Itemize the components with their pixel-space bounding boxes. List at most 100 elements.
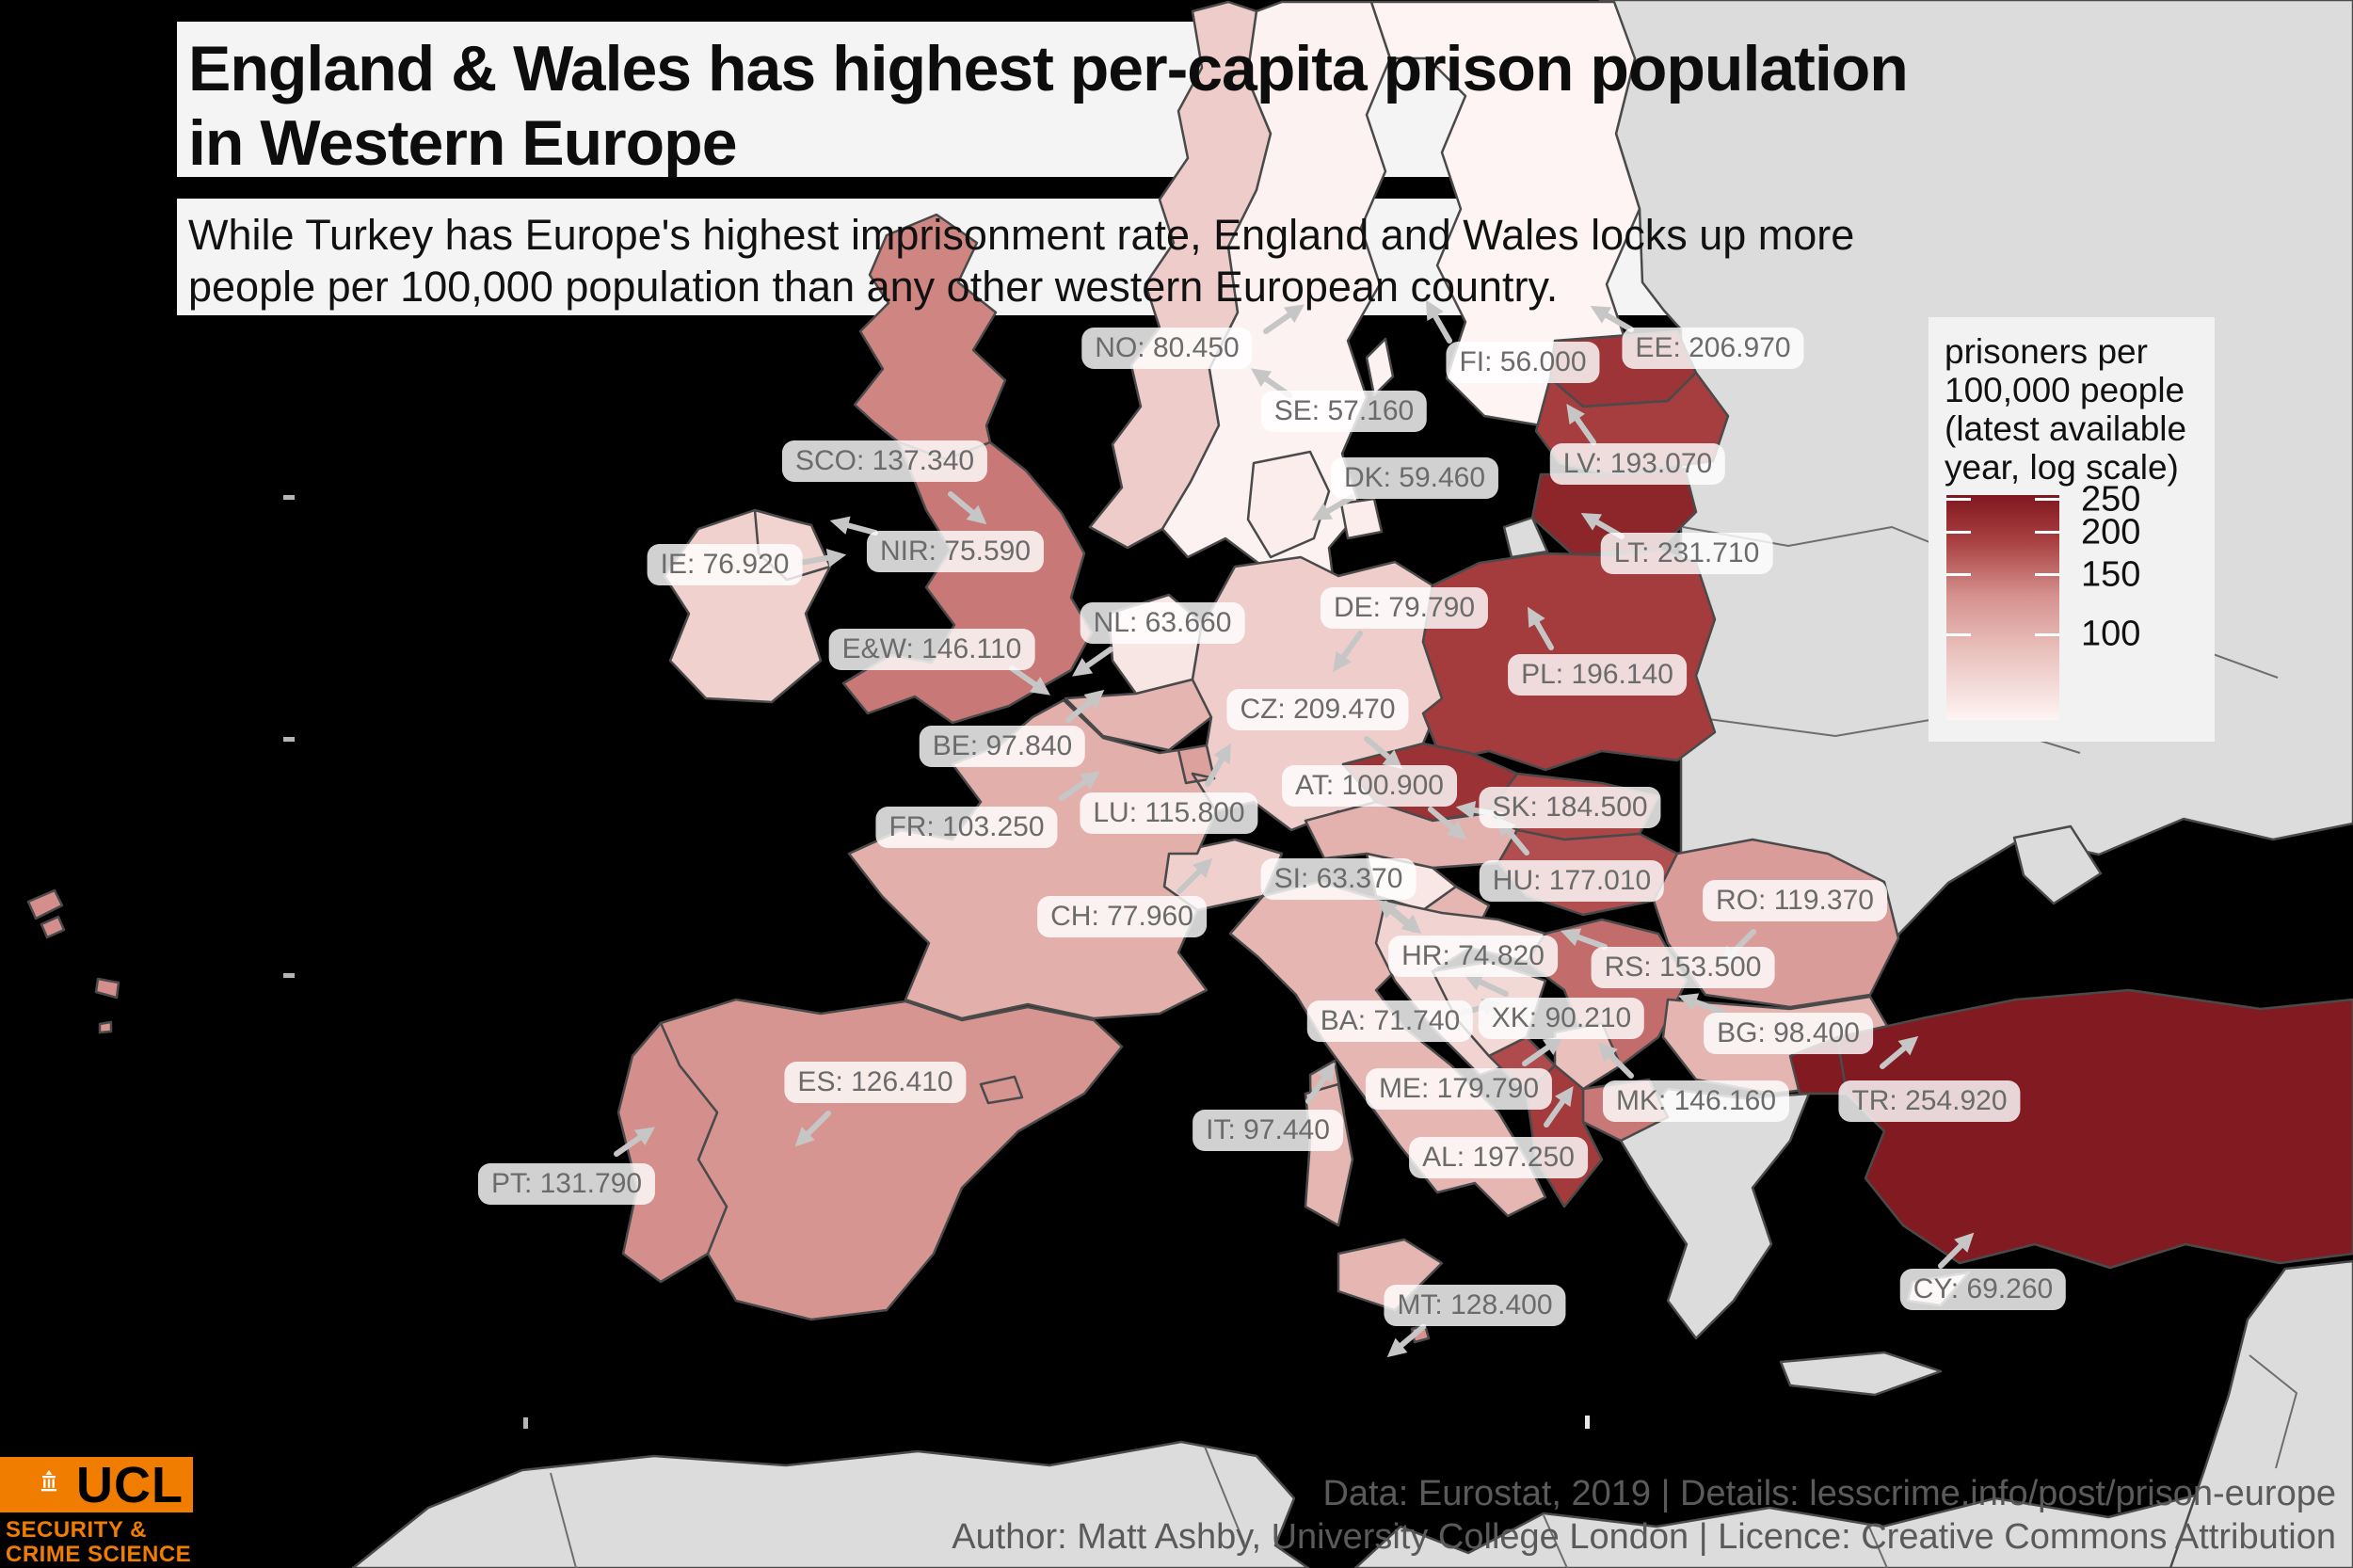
legend-title-line: prisoners per <box>1945 332 2148 371</box>
legend-tick-mark <box>2035 632 2059 636</box>
country-italy-sardinia <box>1304 1082 1354 1227</box>
legend-title-line: (latest available <box>1945 409 2187 448</box>
country-label-ES: ES: 126.410 <box>784 1062 967 1103</box>
country-label-LU: LU: 115.800 <box>1080 792 1258 834</box>
legend-tick-mark <box>1946 573 1971 577</box>
country-label-SE: SE: 57.160 <box>1260 391 1428 432</box>
country-label-PT: PT: 131.790 <box>477 1163 656 1205</box>
country-label-CH: CH: 77.960 <box>1037 896 1207 937</box>
country-label-FI: FI: 56.000 <box>1446 342 1600 383</box>
ucl-wordmark: UCL <box>76 1456 184 1513</box>
country-nodata-crete <box>1779 1351 1943 1397</box>
country-label-BG: BG: 98.400 <box>1704 1013 1873 1054</box>
country-label-HU: HU: 177.010 <box>1479 860 1665 902</box>
country-label-CZ: CZ: 209.470 <box>1226 689 1409 730</box>
country-label-ME: ME: 179.790 <box>1365 1068 1553 1110</box>
country-label-RS: RS: 153.500 <box>1591 947 1775 988</box>
legend-tick-mark <box>2035 531 2059 535</box>
graticule-tick <box>283 737 295 742</box>
legend-tick-label-250: 250 <box>2081 479 2141 520</box>
country-label-BE: BE: 97.840 <box>919 726 1086 767</box>
country-nodata-kaliningrad <box>1502 516 1549 559</box>
legend-title: prisoners per 100,000 people (latest ava… <box>1945 332 2186 487</box>
footer-line-2: Author: Matt Ashby, University College L… <box>952 1517 2336 1557</box>
border-nodata-8 <box>2249 1354 2297 1469</box>
country-label-HR: HR: 74.820 <box>1388 936 1558 977</box>
country-label-SI: SI: 63.370 <box>1260 858 1417 900</box>
country-label-IT: IT: 97.440 <box>1193 1110 1343 1151</box>
country-spain-balearics <box>979 1075 1024 1105</box>
country-label-AL: AL: 197.250 <box>1409 1137 1588 1178</box>
border-nodata-6 <box>1543 1514 1568 1568</box>
country-label-E&W: E&W: 146.110 <box>828 629 1035 670</box>
graticule-tick <box>1585 1416 1590 1429</box>
legend-tick-mark <box>2035 498 2059 502</box>
country-label-AT: AT: 100.900 <box>1282 765 1457 807</box>
ucl-logo: UCL SECURITY & CRIME SCIENCE <box>0 1449 245 1568</box>
country-label-PL: PL: 196.140 <box>1508 654 1687 696</box>
title-line-1: England & Wales has highest per-capita p… <box>188 33 1909 104</box>
legend-title-line: year, log scale) <box>1945 448 2179 487</box>
legend: prisoners per 100,000 people (latest ava… <box>1929 317 2215 742</box>
country-label-LV: LV: 193.070 <box>1549 443 1726 485</box>
country-label-IE: IE: 76.920 <box>647 544 803 585</box>
country-label-NIR: NIR: 75.590 <box>866 531 1045 572</box>
country-label-TR: TR: 254.920 <box>1838 1080 2021 1122</box>
ucl-portico-icon <box>40 1470 57 1492</box>
country-label-RO: RO: 119.370 <box>1703 880 1887 921</box>
legend-tick-mark <box>1946 498 1971 502</box>
page-title: England & Wales has highest per-capita p… <box>188 32 2071 181</box>
ucl-logo-box: UCL <box>0 1456 193 1513</box>
country-label-LT: LT: 231.710 <box>1600 533 1773 574</box>
country-portugal-madeira <box>94 977 120 1000</box>
country-label-EE: EE: 206.970 <box>1622 328 1804 369</box>
country-label-DE: DE: 79.790 <box>1320 587 1489 629</box>
country-spain-canaries <box>98 1020 113 1034</box>
legend-tick-mark <box>1946 632 1971 636</box>
ucl-dept-line-2: CRIME SCIENCE <box>6 1542 192 1567</box>
subtitle-line-1: While Turkey has Europe's highest impris… <box>188 211 1855 259</box>
country-label-NO: NO: 80.450 <box>1081 328 1253 369</box>
ucl-dept-line-1: SECURITY & <box>6 1517 147 1543</box>
graticule-tick <box>283 495 295 500</box>
subtitle-line-2: people per 100,000 population than any o… <box>188 263 1559 311</box>
country-portugal <box>616 1021 728 1284</box>
country-turkey <box>1835 988 2353 1270</box>
country-nodata-levant <box>2169 1259 2353 1568</box>
country-label-MT: MT: 128.400 <box>1384 1285 1566 1326</box>
border-nodata-5 <box>1204 1446 1245 1544</box>
legend-gradient-bar <box>1946 495 2059 720</box>
legend-tick-label-200: 200 <box>2081 512 2141 552</box>
footer-attribution: Data: Eurostat, 2019 | Details: lesscrim… <box>952 1472 2336 1559</box>
legend-tick-label-150: 150 <box>2081 554 2141 595</box>
country-label-CY: CY: 69.260 <box>1899 1269 2067 1310</box>
legend-tick-mark <box>1946 531 1971 535</box>
country-label-SK: SK: 184.500 <box>1479 787 1661 828</box>
country-label-DK: DK: 59.460 <box>1330 457 1499 499</box>
country-nodata-northafrica-west <box>351 1440 1310 1568</box>
country-label-XK: XK: 90.210 <box>1478 998 1645 1039</box>
graticule-tick <box>523 1417 528 1429</box>
country-label-SCO: SCO: 137.340 <box>781 440 988 482</box>
country-england-wales <box>841 440 1094 725</box>
border-nodata-7 <box>1867 1524 1888 1568</box>
country-portugal-azores-2 <box>40 915 66 939</box>
legend-tick-label-100: 100 <box>2081 614 2141 654</box>
country-label-NL: NL: 63.660 <box>1080 602 1245 644</box>
footer-line-1: Data: Eurostat, 2019 | Details: lesscrim… <box>1322 1474 2336 1513</box>
legend-title-line: 100,000 people <box>1945 371 2185 409</box>
country-spain <box>659 998 1124 1321</box>
country-label-MK: MK: 146.160 <box>1602 1080 1790 1122</box>
country-portugal-azores-1 <box>26 888 64 920</box>
page-subtitle: While Turkey has Europe's highest impris… <box>188 209 2071 312</box>
border-nodata-4 <box>550 1472 577 1568</box>
country-denmark <box>1246 450 1331 559</box>
country-denmark-zealand <box>1339 497 1384 540</box>
legend-tick-mark <box>2035 573 2059 577</box>
graticule-tick <box>283 973 295 978</box>
country-sweden-gotland <box>1365 337 1395 397</box>
title-line-2: in Western Europe <box>188 107 738 179</box>
country-nodata-crimea <box>2012 824 2103 905</box>
country-label-BA: BA: 71.740 <box>1306 1000 1474 1042</box>
country-label-FR: FR: 103.250 <box>875 807 1058 848</box>
